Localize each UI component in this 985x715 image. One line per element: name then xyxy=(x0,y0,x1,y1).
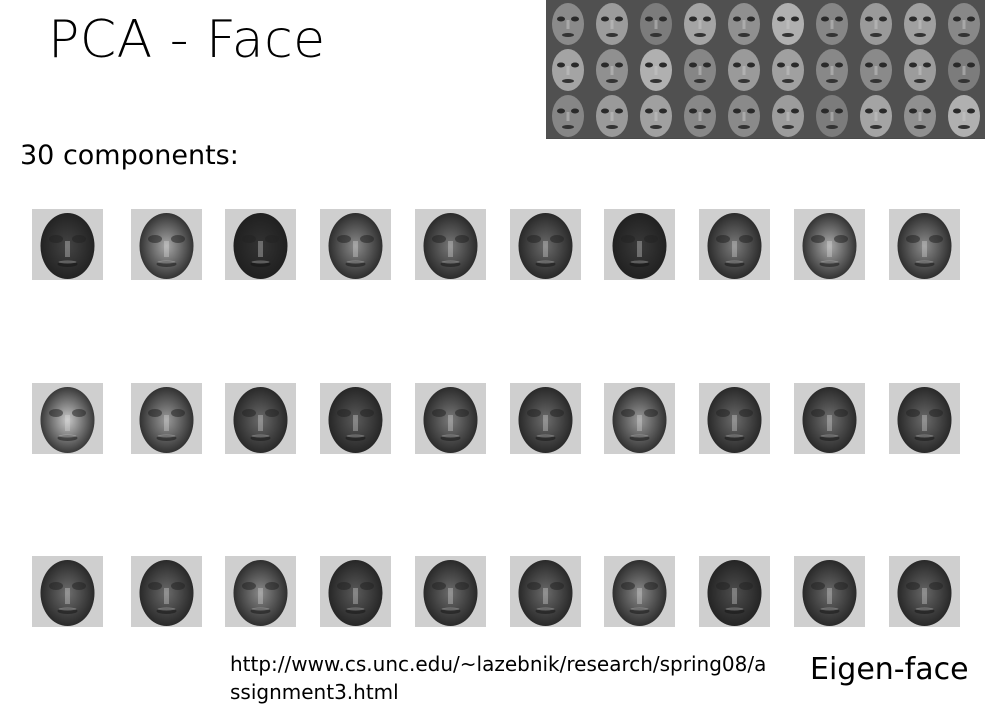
eigenface-26 xyxy=(510,556,581,627)
training-face xyxy=(678,46,722,92)
eigenface-29 xyxy=(794,556,865,627)
eigenface-24 xyxy=(320,556,391,627)
source-url[interactable]: http://www.cs.unc.edu/~lazebnik/research… xyxy=(230,652,767,704)
slide-title: PCA - Face xyxy=(48,10,326,70)
training-face xyxy=(678,0,722,46)
training-face xyxy=(810,46,854,92)
eigenface-1 xyxy=(32,209,103,280)
eigenface-17 xyxy=(604,383,675,454)
eigenface-5 xyxy=(415,209,486,280)
training-face xyxy=(722,92,766,138)
eigenface-27 xyxy=(604,556,675,627)
training-face xyxy=(722,0,766,46)
training-face xyxy=(634,92,678,138)
eigenface-11 xyxy=(32,383,103,454)
training-face xyxy=(766,92,810,138)
eigenface-10 xyxy=(889,209,960,280)
training-face xyxy=(942,46,985,92)
eigenface-2 xyxy=(131,209,202,280)
training-face xyxy=(898,0,942,46)
eigenface-18 xyxy=(699,383,770,454)
eigenface-15 xyxy=(415,383,486,454)
training-face xyxy=(942,0,985,46)
training-face xyxy=(854,0,898,46)
eigenface-3 xyxy=(225,209,296,280)
training-face xyxy=(590,46,634,92)
training-face xyxy=(766,0,810,46)
eigenface-6 xyxy=(510,209,581,280)
training-face xyxy=(898,46,942,92)
training-face xyxy=(722,46,766,92)
eigenface-21 xyxy=(32,556,103,627)
eigenface-23 xyxy=(225,556,296,627)
eigenface-4 xyxy=(320,209,391,280)
eigenface-12 xyxy=(131,383,202,454)
eigenface-9 xyxy=(794,209,865,280)
training-face xyxy=(898,92,942,138)
training-face xyxy=(810,0,854,46)
training-face xyxy=(766,46,810,92)
training-face xyxy=(634,0,678,46)
eigenface-25 xyxy=(415,556,486,627)
eigenface-label: Eigen-face xyxy=(810,652,969,687)
eigenface-28 xyxy=(699,556,770,627)
eigenface-7 xyxy=(604,209,675,280)
training-face xyxy=(546,0,590,46)
training-face xyxy=(634,46,678,92)
training-face xyxy=(854,46,898,92)
training-face xyxy=(590,92,634,138)
eigenface-14 xyxy=(320,383,391,454)
training-face xyxy=(942,92,985,138)
eigenface-8 xyxy=(699,209,770,280)
eigenface-13 xyxy=(225,383,296,454)
eigenface-20 xyxy=(889,383,960,454)
training-face xyxy=(854,92,898,138)
eigenface-30 xyxy=(889,556,960,627)
training-face xyxy=(546,92,590,138)
training-face xyxy=(678,92,722,138)
training-face xyxy=(546,46,590,92)
training-faces-photo xyxy=(546,0,985,139)
eigenface-22 xyxy=(131,556,202,627)
eigenface-19 xyxy=(794,383,865,454)
training-face xyxy=(590,0,634,46)
training-face xyxy=(810,92,854,138)
components-heading: 30 components: xyxy=(20,140,239,171)
eigenface-16 xyxy=(510,383,581,454)
